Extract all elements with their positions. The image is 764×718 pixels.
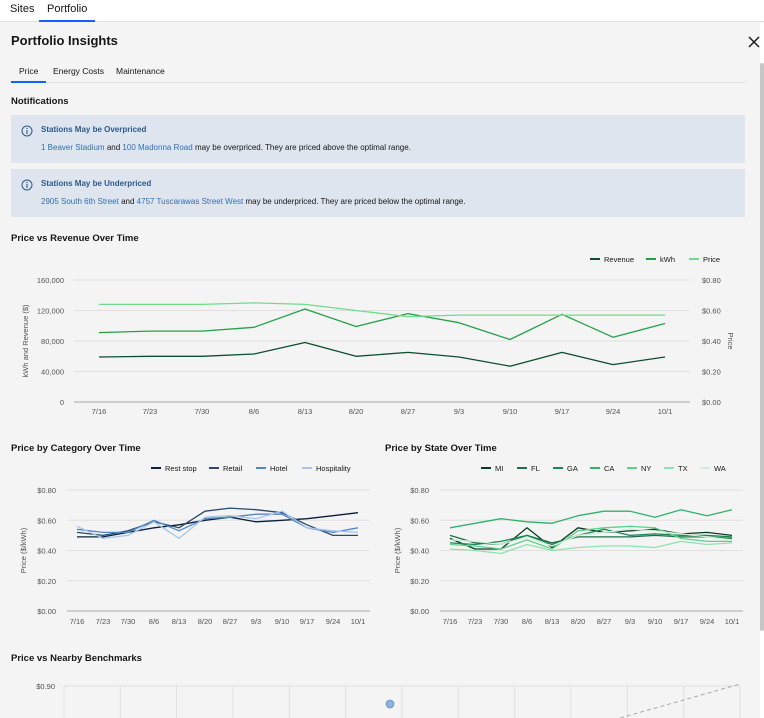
notification-overpriced: Stations May be Overpriced 1 Beaver Stad… bbox=[11, 115, 745, 163]
chart-title: Price by State Over Time bbox=[385, 443, 497, 454]
chart-title: Price vs Revenue Over Time bbox=[11, 233, 139, 244]
tab-portfolio[interactable]: Portfolio bbox=[39, 0, 96, 22]
scrollbar-thumb[interactable] bbox=[760, 63, 764, 631]
tab-maintenance[interactable]: Maintenance bbox=[116, 66, 165, 76]
notification-title: Stations May be Overpriced bbox=[41, 125, 147, 134]
notification-text: and bbox=[121, 197, 135, 206]
station-link[interactable]: 100 Madonna Road bbox=[122, 143, 193, 152]
insight-tabs: Price Energy Costs Maintenance bbox=[11, 63, 745, 83]
notification-title: Stations May be Underpriced bbox=[41, 179, 152, 188]
chart-title: Price by Category Over Time bbox=[11, 443, 141, 454]
top-nav: Sites Portfolio bbox=[0, 0, 764, 22]
notification-text: and bbox=[106, 143, 121, 152]
info-icon bbox=[21, 125, 33, 137]
notification-text: may be overpriced. They are priced above… bbox=[194, 143, 411, 152]
scrollbar[interactable] bbox=[760, 23, 764, 718]
close-icon[interactable] bbox=[745, 33, 763, 51]
page-title: Portfolio Insights bbox=[11, 33, 118, 48]
tab-price[interactable]: Price bbox=[11, 66, 47, 83]
station-link[interactable]: 2905 South 6th Street bbox=[41, 197, 119, 206]
info-icon bbox=[21, 179, 33, 191]
station-link[interactable]: 4757 Tuscarawas Street West bbox=[136, 197, 244, 206]
tab-energy-costs[interactable]: Energy Costs bbox=[53, 66, 105, 76]
portfolio-insights-panel: Portfolio Insights Price Energy Costs Ma… bbox=[0, 23, 760, 718]
notification-body: 1 Beaver Stadium and 100 Madonna Road ma… bbox=[41, 143, 411, 152]
notifications-heading: Notifications bbox=[11, 96, 69, 107]
station-link[interactable]: 1 Beaver Stadium bbox=[41, 143, 105, 152]
notification-underpriced: Stations May be Underpriced 2905 South 6… bbox=[11, 169, 745, 217]
notification-body: 2905 South 6th Street and 4757 Tuscarawa… bbox=[41, 197, 465, 206]
tab-sites[interactable]: Sites bbox=[10, 3, 35, 15]
chart-title: Price vs Nearby Benchmarks bbox=[11, 653, 142, 664]
notification-text: may be underpriced. They are priced belo… bbox=[245, 197, 466, 206]
